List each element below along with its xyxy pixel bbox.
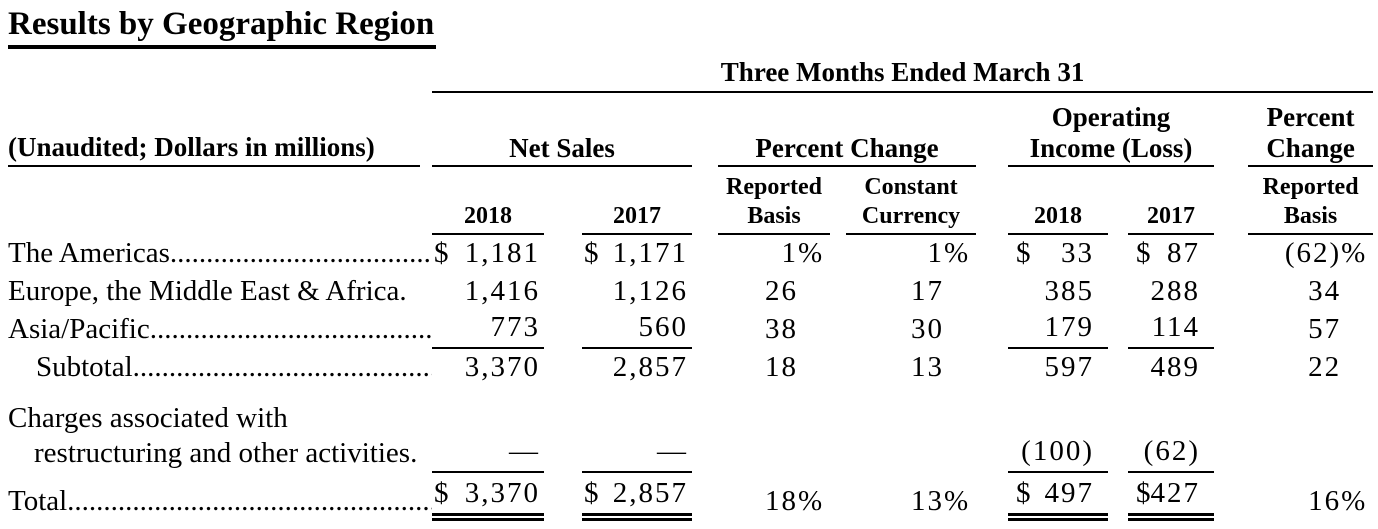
col-header-oi-2017: 2017 bbox=[1128, 202, 1214, 235]
cell-net-sales-2017: 2,857 bbox=[612, 351, 688, 384]
cell-pcr-reported: 16% bbox=[1308, 485, 1366, 518]
cell-pcr-reported: 34 bbox=[1308, 275, 1342, 308]
dollar-sign: $ bbox=[1136, 237, 1151, 270]
cell-oi-2018: 597 bbox=[1044, 351, 1094, 384]
dollar-sign: $ bbox=[1136, 477, 1151, 510]
cell-pcr-reported: 57 bbox=[1308, 313, 1342, 346]
row-label: Asia/Pacific............................… bbox=[8, 314, 432, 346]
group-header-operating-income: Operating Income (Loss) bbox=[1008, 102, 1214, 167]
cell-net-sales-2017: 560 bbox=[582, 311, 692, 349]
cell-oi-2017: 489 bbox=[1150, 351, 1200, 384]
table-row-asia-pacific: Asia/Pacific............................… bbox=[8, 311, 1373, 349]
col-header-oi-2018: 2018 bbox=[1008, 202, 1108, 235]
cell-net-sales-2018: $3,370 bbox=[432, 477, 544, 521]
cell-pcr-reported: 22 bbox=[1308, 351, 1342, 384]
dollar-sign: $ bbox=[1016, 477, 1031, 510]
group-header-net-sales: Net Sales bbox=[432, 133, 692, 167]
cell-oi-2018: $497 bbox=[1008, 477, 1108, 521]
cell-pcr-reported: (62)% bbox=[1284, 237, 1366, 270]
geographic-results-table: Three Months Ended March 31 (Unaudited; … bbox=[8, 55, 1374, 521]
dollar-sign: $ bbox=[434, 477, 449, 510]
cell-pc-constant: 13% bbox=[911, 485, 969, 518]
cell-net-sales-2017: $1,171 bbox=[584, 237, 688, 270]
cell-oi-2018: 385 bbox=[1044, 275, 1094, 308]
cell-net-sales-2018: 773 bbox=[432, 311, 544, 349]
cell-pc-constant: 17 bbox=[911, 275, 944, 308]
unaudited-note: (Unaudited; Dollars in millions) bbox=[8, 133, 420, 167]
row-label-line1: Charges associated with bbox=[8, 403, 288, 435]
cell-net-sales-2018: 3,370 bbox=[464, 351, 540, 384]
cell-net-sales-2018: $1,181 bbox=[434, 237, 540, 270]
group-header-percent-change: Percent Change bbox=[718, 133, 976, 167]
dollar-sign: $ bbox=[1016, 237, 1031, 270]
table-row-americas: The Americas............................… bbox=[8, 235, 1373, 273]
dollar-sign: $ bbox=[584, 237, 599, 270]
cell-oi-2017: (62) bbox=[1128, 435, 1214, 473]
row-label-line2: restructuring and other activities. bbox=[34, 438, 418, 470]
cell-oi-2018: 179 bbox=[1008, 311, 1108, 349]
cell-pc-reported: 1% bbox=[781, 237, 823, 270]
page-title: Results by Geographic Region bbox=[8, 6, 437, 49]
group-header-row: (Unaudited; Dollars in millions) Net Sal… bbox=[8, 93, 1374, 167]
cell-oi-2018: $33 bbox=[1016, 237, 1094, 270]
col-header-constant-currency: Constant Currency bbox=[846, 173, 976, 235]
cell-oi-2017: $427 bbox=[1128, 477, 1214, 521]
table-row-europe: Europe, the Middle East & Africa. 1,416 … bbox=[8, 273, 1373, 311]
period-header-row: Three Months Ended March 31 bbox=[8, 55, 1374, 93]
cell-pc-reported: 18% bbox=[765, 485, 823, 518]
cell-net-sales-2017: 1,126 bbox=[612, 275, 688, 308]
col-header-reported-basis: Reported Basis bbox=[718, 173, 830, 235]
cell-net-sales-2018: — bbox=[432, 435, 544, 473]
cell-net-sales-2018: 1,416 bbox=[464, 275, 540, 308]
dollar-sign: $ bbox=[584, 477, 599, 510]
table-row-charges: Charges associated with restructuring an… bbox=[8, 387, 1373, 473]
row-label: Subtotal................................… bbox=[36, 352, 432, 384]
dollar-sign: $ bbox=[434, 237, 449, 270]
cell-oi-2017: $87 bbox=[1136, 237, 1200, 270]
col-header-ns-2017: 2017 bbox=[582, 202, 692, 235]
cell-oi-2017: 288 bbox=[1150, 275, 1200, 308]
table-row-subtotal: Subtotal................................… bbox=[8, 349, 1373, 387]
cell-pc-constant: 13 bbox=[911, 351, 944, 384]
cell-pc-reported: 18 bbox=[765, 351, 798, 384]
cell-net-sales-2017: $2,857 bbox=[582, 477, 692, 521]
cell-pc-reported: 26 bbox=[765, 275, 798, 308]
cell-pc-constant: 30 bbox=[911, 313, 944, 346]
table-row-total: Total...................................… bbox=[8, 473, 1373, 521]
row-label: The Americas............................… bbox=[8, 238, 432, 270]
row-label: Europe, the Middle East & Africa. bbox=[8, 276, 407, 308]
cell-oi-2018: (100) bbox=[1008, 435, 1108, 473]
row-label: Total...................................… bbox=[8, 486, 432, 518]
cell-pc-reported: 38 bbox=[765, 313, 798, 346]
cell-net-sales-2017: — bbox=[582, 435, 692, 473]
cell-pc-constant: 1% bbox=[927, 237, 969, 270]
col-header-ns-2018: 2018 bbox=[432, 202, 544, 235]
group-header-percent-change-right: Percent Change bbox=[1248, 102, 1374, 167]
period-header: Three Months Ended March 31 bbox=[432, 58, 1374, 93]
cell-oi-2017: 114 bbox=[1128, 311, 1214, 349]
column-header-row: 2018 2017 Reported Basis Constant Curren… bbox=[8, 167, 1374, 235]
col-header-pc-reported-basis: Reported Basis bbox=[1248, 173, 1374, 235]
